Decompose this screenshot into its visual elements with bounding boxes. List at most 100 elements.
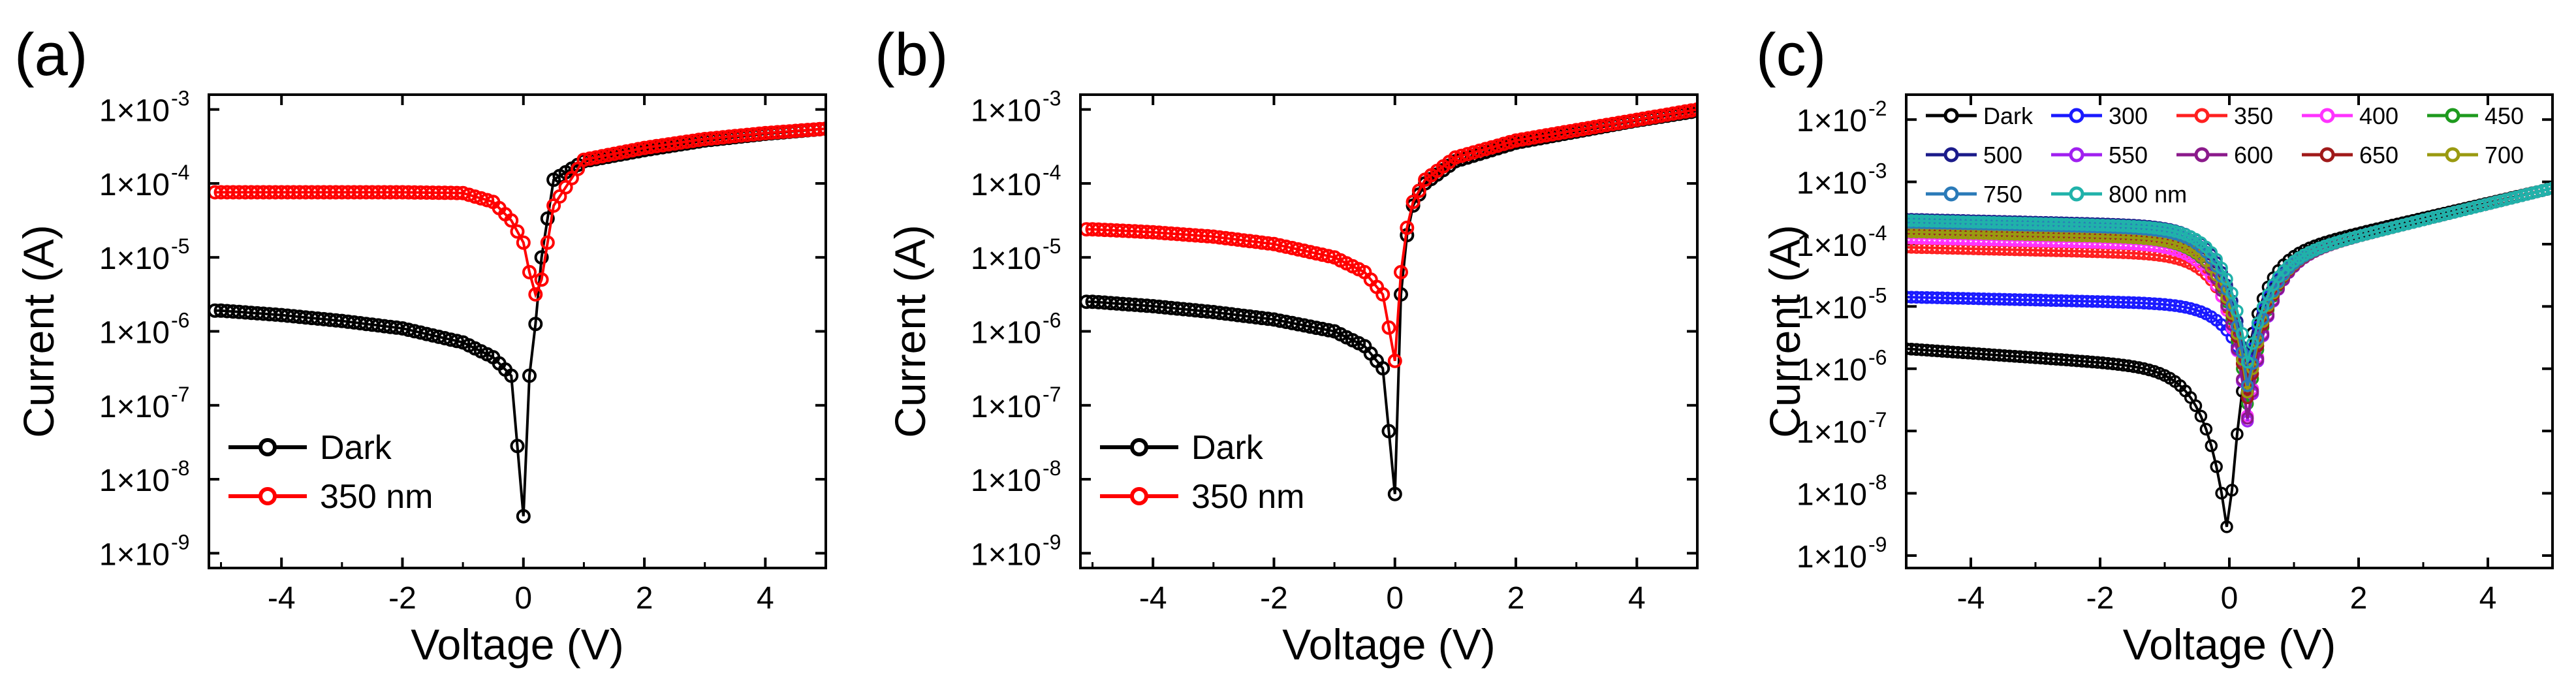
data-point: [2225, 287, 2238, 300]
legend-marker: [1943, 186, 1959, 202]
y-tick-exponent: -4: [1043, 161, 1061, 184]
x-axis-title: Voltage (V): [2123, 620, 2336, 669]
data-point: [1411, 183, 1426, 198]
data-point: [480, 193, 495, 208]
data-point: [1375, 287, 1390, 302]
data-point: [510, 439, 525, 454]
series-line: [215, 127, 826, 299]
y-tick-exponent: -8: [1868, 471, 1887, 494]
y-tick-exponent: -9: [171, 530, 189, 554]
data-point: [522, 264, 537, 279]
legend-label: 650: [2359, 142, 2398, 168]
data-point: [2541, 183, 2552, 196]
data-point: [1381, 320, 1396, 335]
x-tick-label: 0: [514, 581, 532, 616]
plot-frame: [1905, 93, 2554, 569]
y-tick-label: 1×10: [1797, 415, 1867, 450]
legend-label: 800 nm: [2109, 181, 2187, 208]
plot-frame: [208, 93, 827, 569]
panel-label: (c): [1756, 22, 1826, 88]
y-tick-exponent: -4: [1868, 221, 1887, 245]
y-tick-exponent: -7: [171, 383, 189, 406]
y-tick-exponent: -6: [1868, 346, 1887, 370]
data-point: [2199, 422, 2213, 436]
legend-marker: [2445, 147, 2460, 163]
y-tick-label: 1×10: [99, 168, 170, 202]
y-tick-label: 1×10: [1797, 229, 1867, 263]
y-tick-label: 1×10: [99, 316, 170, 351]
legend-marker: [259, 487, 277, 505]
y-tick-label: 1×10: [971, 242, 1041, 276]
x-tick-label: 2: [636, 581, 653, 616]
legend-label: 700: [2485, 142, 2524, 168]
y-tick-exponent: -4: [171, 161, 189, 184]
data-point: [2240, 355, 2254, 369]
legend-marker: [1943, 108, 1959, 123]
data-point: [528, 317, 543, 332]
legend-label: 350 nm: [1191, 478, 1304, 516]
y-tick-label: 1×10: [971, 316, 1041, 351]
panel-a: (a)-4 -2 0 2 41×10 -91×10 -81×10 -71×10 -61×10 -5…: [14, 22, 827, 669]
data-point: [1387, 353, 1402, 368]
data-point: [1406, 195, 1421, 210]
data-point: [2240, 411, 2254, 425]
data-point: [1690, 102, 1697, 117]
x-tick-label: -4: [268, 581, 296, 616]
plot-area: [1080, 102, 1697, 501]
data-point: [2240, 391, 2254, 405]
y-tick-exponent: -9: [1043, 530, 1061, 554]
y-tick-label: 1×10: [1797, 353, 1867, 388]
data-point: [2231, 428, 2244, 441]
legend-marker: [2319, 147, 2335, 163]
y-tick-label: 1×10: [971, 537, 1041, 572]
legend-label: Dark: [1191, 429, 1264, 467]
legend-label: 350: [2234, 103, 2273, 129]
y-tick-exponent: -5: [1043, 234, 1061, 258]
y-tick-exponent: -6: [171, 309, 189, 332]
data-point: [449, 334, 464, 349]
data-point: [534, 272, 549, 287]
x-tick-label: 0: [1386, 581, 1404, 616]
y-tick-exponent: -9: [1868, 533, 1887, 556]
y-tick-label: 1×10: [99, 390, 170, 424]
panel-label: (b): [875, 22, 948, 88]
y-tick-label: 1×10: [99, 94, 170, 129]
panel-b: (b)-4 -2 0 2 41×10 -91×10 -81×10 -71×10 -61×10 -5…: [875, 22, 1699, 669]
x-axis-title: Voltage (V): [411, 620, 624, 669]
data-point: [2220, 272, 2233, 286]
data-point: [2225, 484, 2238, 497]
legend-marker: [2319, 108, 2335, 123]
data-point: [1321, 249, 1336, 264]
legend-marker: [2194, 108, 2210, 123]
legend-label: 350 nm: [320, 478, 433, 516]
y-axis-title: Current (A): [14, 225, 63, 437]
y-tick-label: 1×10: [971, 464, 1041, 498]
y-tick-label: 1×10: [99, 537, 170, 572]
legend-label: Dark: [320, 429, 392, 467]
x-tick-label: 4: [757, 581, 774, 616]
data-point: [2256, 300, 2270, 314]
y-tick-exponent: -5: [1868, 283, 1887, 307]
y-tick-label: 1×10: [1797, 478, 1867, 513]
data-point: [534, 250, 549, 265]
x-tick-label: 0: [2221, 581, 2238, 616]
data-point: [467, 189, 482, 204]
data-point: [1400, 220, 1415, 235]
legend-label: 450: [2485, 103, 2524, 129]
y-tick-exponent: -6: [1043, 309, 1061, 332]
x-tick-label: 4: [2479, 581, 2497, 616]
data-point: [2210, 460, 2223, 473]
x-tick-label: -2: [388, 581, 416, 616]
data-point: [1394, 264, 1408, 279]
y-tick-exponent: -7: [1043, 383, 1061, 406]
y-axis-title: Current (A): [886, 225, 934, 437]
plot-area: [1906, 182, 2552, 533]
data-point: [2194, 409, 2208, 423]
legend-label: 500: [1983, 142, 2022, 168]
x-tick-label: -2: [1260, 581, 1288, 616]
x-tick-label: 4: [1628, 581, 1646, 616]
data-point: [504, 213, 519, 228]
data-point: [2231, 304, 2244, 317]
legend-marker: [259, 438, 277, 456]
data-point: [2236, 326, 2249, 340]
